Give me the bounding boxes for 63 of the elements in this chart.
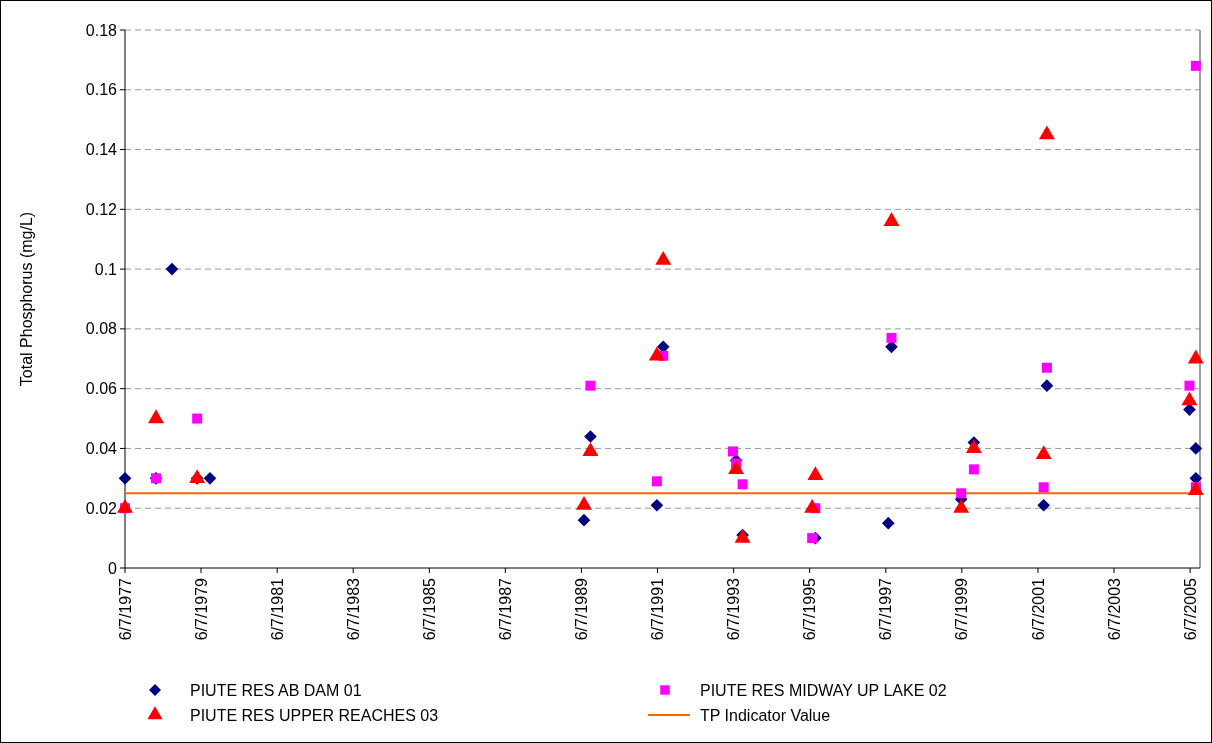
legend-label: PIUTE RES AB DAM 01 [190, 681, 362, 699]
x-tick-label: 6/7/2001 [1029, 577, 1047, 641]
x-tick-label: 6/7/1991 [649, 577, 667, 641]
x-tick-label: 6/7/1989 [573, 577, 591, 641]
y-tick-label: 0.1 [94, 260, 118, 278]
legend-label: PIUTE RES MIDWAY UP LAKE 02 [700, 681, 947, 699]
point [577, 513, 591, 527]
point [582, 442, 599, 457]
point [881, 516, 895, 530]
x-tick-label: 6/7/1995 [801, 577, 819, 641]
x-tick-label: 6/7/2005 [1181, 577, 1199, 641]
point [648, 346, 665, 361]
point [1041, 362, 1052, 373]
point [1038, 125, 1055, 140]
point [192, 413, 203, 424]
y-tick-label: 0 [108, 559, 118, 577]
point [1190, 60, 1201, 71]
point [1184, 380, 1195, 391]
y-tick-label: 0.06 [85, 380, 118, 398]
point [1189, 442, 1203, 455]
point [1187, 349, 1204, 364]
point [807, 533, 818, 544]
point [165, 262, 179, 276]
y-tick-label: 0.08 [85, 320, 118, 338]
x-tick-label: 6/7/1979 [192, 577, 210, 641]
y-tick-label: 0.16 [85, 81, 118, 99]
point [655, 250, 672, 265]
point [1181, 391, 1198, 406]
x-tick-label: 6/7/1987 [496, 577, 514, 641]
x-tick-label: 6/7/1993 [725, 577, 743, 641]
y-axis-title: Total Phosphorus (mg/L) [18, 211, 35, 387]
y-tick-label: 0.04 [85, 440, 118, 458]
point [965, 439, 982, 454]
point [203, 472, 217, 485]
point [584, 430, 597, 443]
point [1037, 498, 1050, 512]
point [886, 332, 897, 343]
x-tick-label: 6/7/1997 [877, 577, 895, 641]
point [1038, 482, 1049, 493]
x-tick-label: 6/7/2003 [1105, 577, 1123, 641]
point [650, 498, 664, 512]
y-tick-label: 0.18 [85, 21, 118, 39]
point [1035, 445, 1052, 460]
legend-label: TP Indicator Value [700, 706, 831, 724]
y-tick-label: 0.02 [85, 499, 118, 517]
point [883, 212, 900, 226]
point [956, 488, 967, 499]
y-tick-label: 0.14 [85, 141, 118, 159]
legend-label: PIUTE RES UPPER REACHES 03 [190, 706, 439, 724]
point [118, 472, 132, 485]
point [148, 409, 164, 424]
x-tick-label: 6/7/1999 [953, 577, 971, 641]
point [585, 380, 596, 391]
point [651, 476, 662, 487]
x-tick-label: 6/7/1977 [116, 577, 134, 641]
point [968, 464, 979, 475]
x-tick-label: 6/7/1981 [268, 577, 286, 641]
point [737, 479, 748, 490]
point [1040, 379, 1054, 392]
point [728, 446, 739, 457]
y-tick-label: 0.12 [85, 200, 118, 218]
x-tick-label: 6/7/1985 [420, 577, 438, 641]
x-tick-label: 6/7/1983 [344, 577, 362, 641]
